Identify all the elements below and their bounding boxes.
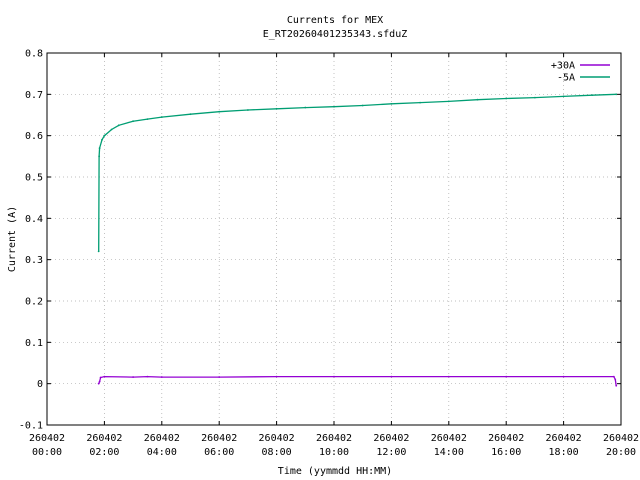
data-point [390, 102, 393, 105]
x-axis-label: Time (yymmdd HH:MM) [278, 466, 392, 477]
x-tick-label-date: 260402 [201, 433, 237, 444]
data-point [562, 95, 565, 98]
x-tick-label-date: 260402 [29, 433, 65, 444]
x-tick-label-time: 16:00 [491, 447, 521, 458]
data-point [146, 118, 149, 121]
data-point [333, 105, 335, 108]
x-tick-label-time: 20:00 [606, 447, 636, 458]
legend-label: -5A [557, 73, 575, 84]
data-point [103, 134, 106, 137]
y-axis-ticks: -0.1 0 0.1 0.2 0.3 0.4 0.5 0.6 0.7 0.8 [19, 49, 621, 432]
x-tick-label-date: 260402 [259, 433, 295, 444]
data-point [160, 376, 163, 378]
data-point [361, 104, 364, 107]
y-tick-label: 0.4 [25, 214, 43, 225]
y-axis-label: Current (A) [7, 206, 18, 272]
y-tick-label: 0.5 [25, 173, 43, 184]
x-tick-label-date: 260402 [603, 433, 639, 444]
legend-label: +30A [551, 61, 575, 72]
series-line [98, 375, 617, 386]
x-axis-ticks: 260402 00:00 260402 02:00 260402 04:00 260402 0… [29, 53, 639, 458]
data-point [505, 97, 508, 100]
data-point [534, 96, 536, 99]
data-point [132, 376, 135, 378]
data-point [101, 138, 103, 141]
data-point [218, 110, 221, 113]
x-tick-label-time: 18:00 [549, 447, 579, 458]
data-point [275, 107, 278, 110]
data-point [275, 375, 278, 378]
y-tick-label: -0.1 [19, 421, 43, 432]
y-tick-label: 0.1 [25, 338, 43, 349]
x-tick-label-date: 260402 [144, 433, 180, 444]
y-tick-label: 0.7 [25, 90, 43, 101]
x-tick-label-date: 260402 [431, 433, 467, 444]
plot-frame [46, 52, 622, 426]
x-tick-label-time: 10:00 [319, 447, 349, 458]
data-point [447, 375, 450, 378]
data-point [447, 100, 450, 103]
grid [46, 52, 622, 426]
data-point [98, 155, 101, 158]
data-point [390, 375, 393, 378]
data-point [117, 124, 120, 127]
x-tick-label-time: 12:00 [376, 447, 406, 458]
data-point [476, 98, 479, 101]
series-group [97, 93, 618, 387]
series-1 [97, 93, 618, 253]
data-point [160, 116, 163, 118]
x-tick-label-time: 08:00 [262, 447, 292, 458]
x-tick-label-time: 02:00 [89, 447, 119, 458]
legend: +30A-5A [551, 61, 610, 84]
y-tick-label: 0.6 [25, 131, 43, 142]
data-point [132, 120, 135, 123]
data-point [615, 93, 618, 96]
data-point [304, 106, 307, 109]
data-point [591, 94, 594, 97]
data-point [97, 382, 100, 385]
data-point [614, 378, 617, 381]
data-point [98, 380, 101, 383]
x-tick-label-date: 260402 [86, 433, 122, 444]
data-point [505, 375, 508, 378]
x-tick-label-time: 14:00 [434, 447, 464, 458]
x-tick-label-date: 260402 [488, 433, 524, 444]
data-point [97, 250, 100, 253]
data-point [146, 375, 149, 378]
data-point [247, 109, 249, 111]
x-tick-label-time: 00:00 [32, 447, 62, 458]
chart-subtitle: E_RT20260401235343.sfduZ [263, 29, 408, 40]
data-point [562, 375, 565, 378]
x-tick-label-time: 06:00 [204, 447, 234, 458]
y-tick-label: 0.8 [25, 49, 43, 60]
data-point [189, 113, 192, 116]
data-point [98, 147, 101, 149]
data-point [99, 376, 102, 379]
x-tick-label-date: 260402 [373, 433, 409, 444]
data-point [110, 128, 113, 131]
x-tick-label-date: 260402 [546, 433, 582, 444]
data-point [419, 101, 421, 104]
series-line [98, 93, 617, 252]
data-point [333, 375, 335, 378]
y-tick-label: 0.2 [25, 297, 43, 308]
y-tick-label: 0.3 [25, 255, 43, 266]
data-point [615, 384, 618, 387]
data-point [218, 376, 221, 378]
y-tick-label: 0 [37, 379, 43, 390]
data-point [103, 375, 106, 378]
chart-title: Currents for MEX [287, 15, 383, 26]
x-tick-label-date: 260402 [316, 433, 352, 444]
x-tick-label-time: 04:00 [147, 447, 177, 458]
data-point [612, 375, 615, 378]
series-0 [97, 375, 618, 387]
